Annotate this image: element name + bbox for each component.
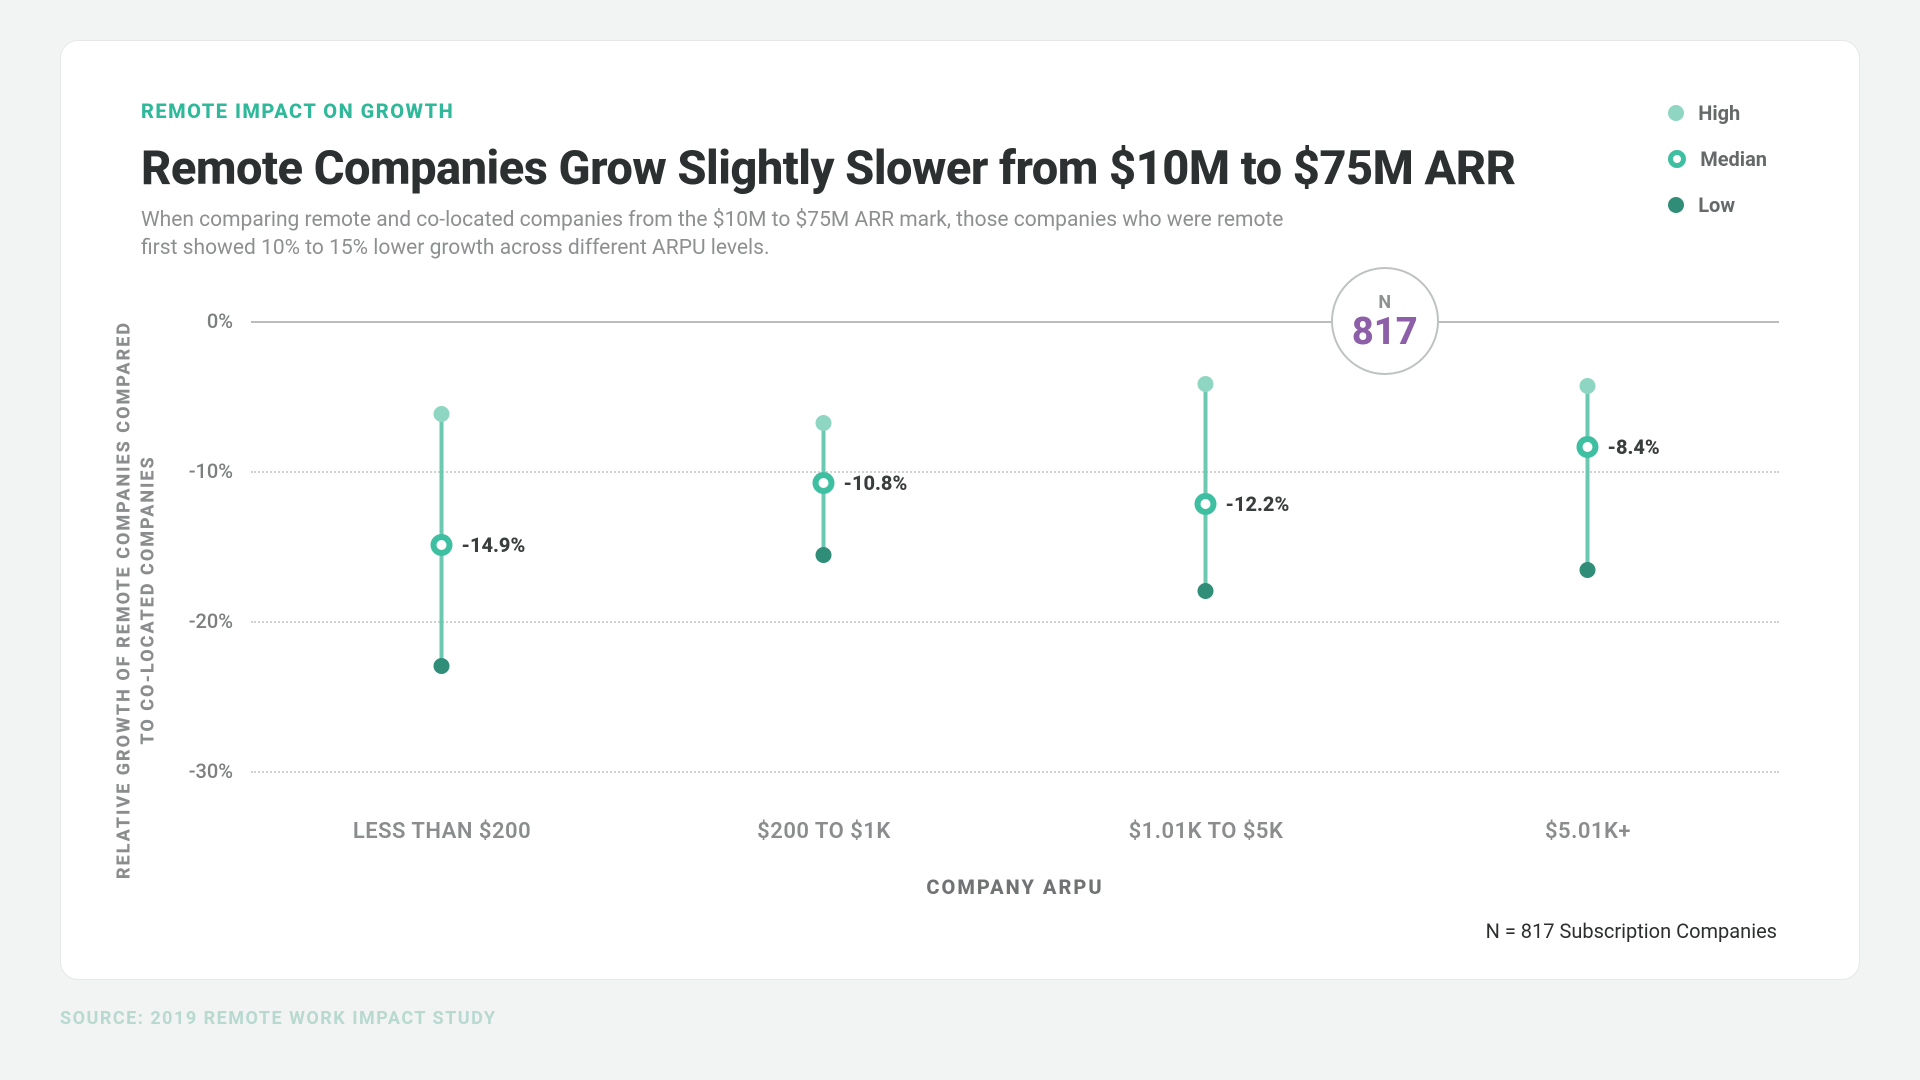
series: -10.8% bbox=[824, 299, 825, 801]
point-low bbox=[434, 658, 450, 674]
gridline bbox=[251, 621, 1779, 623]
median-label: -10.8% bbox=[844, 471, 908, 495]
plot-region: LESS THAN $200$200 TO $1K$1.01K TO $5K$5… bbox=[251, 299, 1779, 801]
range-stem bbox=[1586, 386, 1590, 570]
point-median bbox=[1195, 493, 1217, 515]
legend: High Median Low bbox=[1668, 101, 1767, 239]
point-high bbox=[1580, 378, 1596, 394]
gridline bbox=[251, 771, 1779, 773]
point-median bbox=[431, 534, 453, 556]
n-badge: N817 bbox=[1331, 267, 1439, 375]
legend-item-low: Low bbox=[1668, 193, 1767, 217]
y-tick: -30% bbox=[189, 759, 233, 783]
y-axis-label: RELATIVE GROWTH OF REMOTE COMPANIES COMP… bbox=[113, 321, 162, 879]
source-caption: SOURCE: 2019 REMOTE WORK IMPACT STUDY bbox=[60, 1008, 1860, 1029]
point-low bbox=[816, 547, 832, 563]
legend-item-median: Median bbox=[1668, 147, 1767, 171]
x-tick: $1.01K TO $5K bbox=[1129, 819, 1284, 844]
y-tick: -20% bbox=[189, 609, 233, 633]
point-high bbox=[1198, 376, 1214, 392]
series: -14.9% bbox=[442, 299, 443, 801]
legend-low-label: Low bbox=[1698, 193, 1735, 217]
range-stem bbox=[1204, 384, 1208, 591]
y-tick: 0% bbox=[207, 309, 233, 333]
legend-high-label: High bbox=[1698, 101, 1740, 125]
legend-median-label: Median bbox=[1700, 147, 1767, 171]
point-high bbox=[434, 406, 450, 422]
point-high bbox=[816, 415, 832, 431]
legend-high-icon bbox=[1668, 105, 1684, 121]
x-axis-label: COMPANY ARPU bbox=[926, 875, 1103, 899]
median-label: -8.4% bbox=[1608, 435, 1660, 459]
point-low bbox=[1198, 583, 1214, 599]
chart-card: REMOTE IMPACT ON GROWTH Remote Companies… bbox=[60, 40, 1860, 980]
eyebrow: REMOTE IMPACT ON GROWTH bbox=[141, 99, 1779, 123]
y-axis-label-line1: RELATIVE GROWTH OF REMOTE COMPANIES COMP… bbox=[114, 321, 135, 879]
y-axis-label-line2: TO CO-LOCATED COMPANIES bbox=[137, 321, 161, 879]
x-tick: LESS THAN $200 bbox=[353, 819, 531, 844]
legend-item-high: High bbox=[1668, 101, 1767, 125]
y-tick: -10% bbox=[189, 459, 233, 483]
gridline bbox=[251, 321, 1779, 323]
point-low bbox=[1580, 562, 1596, 578]
legend-low-icon bbox=[1668, 197, 1684, 213]
chart-title: Remote Companies Grow Slightly Slower fr… bbox=[141, 141, 1779, 196]
n-badge-value: 817 bbox=[1352, 313, 1418, 351]
point-median bbox=[1577, 436, 1599, 458]
legend-median-icon bbox=[1668, 150, 1686, 168]
chart-subtitle: When comparing remote and co-located com… bbox=[141, 206, 1321, 263]
chart-area: RELATIVE GROWTH OF REMOTE COMPANIES COMP… bbox=[161, 299, 1789, 901]
point-median bbox=[813, 472, 835, 494]
gridline bbox=[251, 471, 1779, 473]
series: -12.2% bbox=[1206, 299, 1207, 801]
x-tick: $200 TO $1K bbox=[757, 819, 891, 844]
series: -8.4% bbox=[1588, 299, 1589, 801]
x-axis-ticks: LESS THAN $200 $200 TO $1K $1.01K TO $5K $5… bbox=[251, 819, 1779, 849]
footnote: N = 817 Subscription Companies bbox=[1486, 919, 1777, 943]
median-label: -12.2% bbox=[1226, 492, 1290, 516]
median-label: -14.9% bbox=[462, 533, 526, 557]
x-tick: $5.01K+ bbox=[1545, 819, 1631, 844]
